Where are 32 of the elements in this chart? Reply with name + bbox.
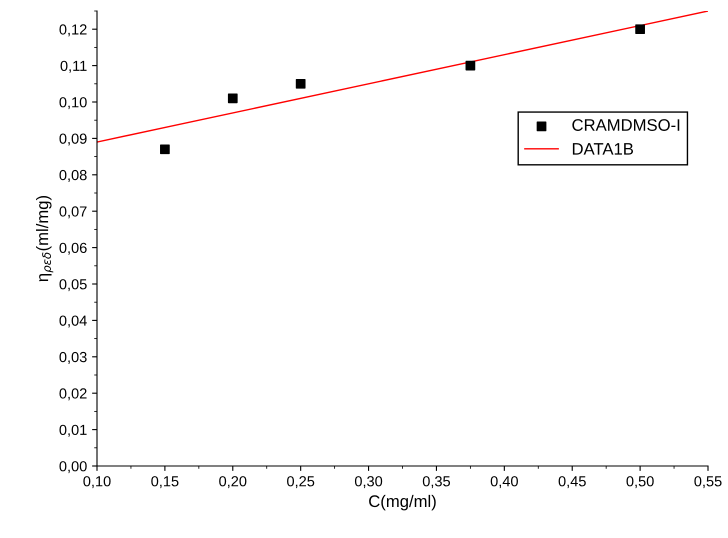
y-tick-label: 0,08 (59, 170, 87, 182)
x-tick-label: 0,40 (490, 476, 518, 488)
legend-label: CRAMDMSO-I (572, 119, 680, 131)
y-tick-label: 0,10 (59, 97, 87, 110)
point (466, 60, 476, 70)
y-tick-label: 0,06 (59, 242, 87, 255)
x-tick-label: 0,55 (694, 476, 722, 488)
y-tick-label: 0,12 (59, 24, 87, 36)
x-tick-label: 0,20 (219, 476, 246, 488)
y-tick-label: 0,05 (59, 279, 87, 292)
x-tick-label: 0,30 (354, 476, 382, 488)
y-tick-label: 0,04 (59, 316, 87, 328)
y-tick-label: 0,01 (59, 424, 87, 437)
y-tick-label: 0,11 (60, 60, 87, 73)
y-tick-label: 0,09 (59, 134, 87, 146)
x-tick-label: 0,15 (151, 476, 178, 488)
x-tick-label: 0,50 (626, 476, 654, 488)
x-tick-label: 0,45 (558, 476, 586, 488)
x-tick-label: 0,25 (287, 476, 314, 488)
y-tick-label: 0,03 (59, 352, 87, 364)
point (228, 94, 238, 104)
y-tick-label: 0,00 (59, 461, 87, 474)
point (160, 144, 170, 154)
point (296, 78, 306, 89)
x-axis-title: C(mg/ml) (369, 494, 436, 510)
legend-label: DATA1B (572, 143, 634, 155)
point (635, 24, 645, 34)
y-axis-title: η$_{ρεδ}$(ml/mg) (36, 196, 54, 282)
y-tick-label: 0,07 (59, 206, 87, 218)
y-tick-label: 0,02 (59, 388, 87, 400)
x-tick-label: 0,10 (83, 476, 111, 488)
x-tick-label: 0,35 (422, 476, 450, 488)
